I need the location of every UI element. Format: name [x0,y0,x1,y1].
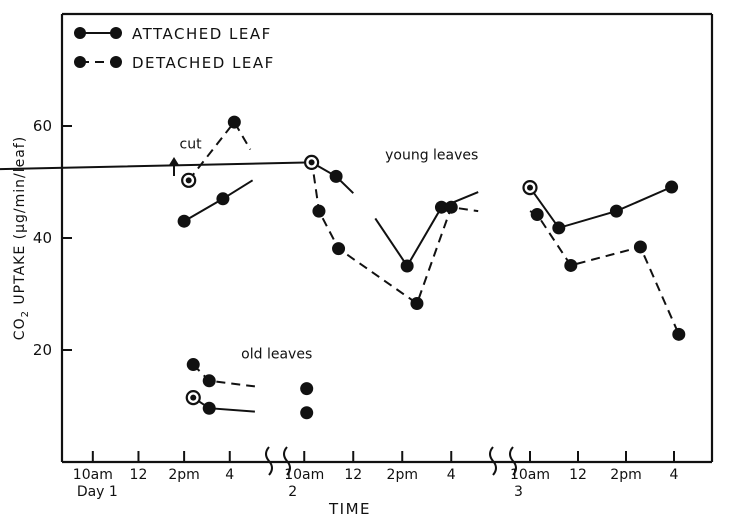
x-tick-label: 10am [510,467,550,483]
legend-marker-attached-left [74,27,86,39]
data-point [177,214,191,228]
x-tick-label: 12 [344,467,362,483]
x-tick-label: 4 [225,467,234,483]
legend-marker-detached-left [74,56,86,68]
legend-entry-detached: DETACHED LEAF [74,54,275,72]
data-point-open-center [190,394,197,401]
y-tick-label: 40 [33,229,52,247]
data-point [665,180,679,194]
y-tick-label: 20 [33,341,52,359]
markers [177,115,686,420]
young-leaves-attached-line [0,161,354,194]
x-tick-label: 12 [130,467,148,483]
legend-marker-attached-right [110,27,122,39]
data-point [564,258,578,272]
data-point [434,200,448,214]
annotations: cut young leaves old leaves [180,136,479,362]
x-tick-label: 4 [670,467,679,483]
data-point [332,242,346,256]
young-leaves-detached-line [310,159,479,306]
axis-break-1 [265,446,291,476]
y-axis-label-main: CO [12,317,28,340]
x-tick-label: 2pm [387,467,418,483]
old-leaves-attached-line [192,396,255,413]
x-tick-label: 12 [569,467,587,483]
cut-arrow-icon [169,157,179,176]
data-point [552,221,566,235]
data-point [329,169,343,183]
x-tick-label: 10am [284,467,324,483]
y-axis-label: CO2 UPTAKE (µg/min/leaf) [12,136,31,340]
legend-label-attached: ATTACHED LEAF [132,25,272,43]
old-leaves-detached-line [192,363,256,388]
data-point [633,240,647,254]
x-tick-label: 2pm [168,467,199,483]
young-leaves-attached-line [374,191,479,268]
data-point-open-center [527,184,533,191]
data-point [672,327,686,341]
axis-break-mark-4 [509,446,517,476]
data-point-open-center [185,177,192,184]
y-axis-label-rest: UPTAKE (µg/min/leaf) [12,136,28,310]
young-leaves-attached-line [529,186,673,230]
data-point [216,192,230,206]
data-point-open-center [308,159,315,166]
cut-arrow-head [169,157,179,165]
axis-break-mark-1 [265,446,273,476]
data-point [400,259,414,273]
data-point [530,207,544,221]
axis-break-mark-3 [489,446,497,476]
x-tick-sublabel: Day 1 [77,484,118,500]
y-axis-label-sub: 2 [20,310,31,317]
x-tick-label: 4 [447,467,456,483]
data-point [202,374,216,388]
data-point [300,382,314,396]
annotation-cut: cut [180,136,203,152]
data-point [410,297,424,311]
x-axis-label: TIME [328,500,371,518]
data-point [312,204,326,218]
axes [60,12,714,464]
young-leaves-detached-line [187,120,252,181]
data-point [186,358,200,372]
y-ticks: 20 40 60 [33,117,72,359]
young-leaves-detached-line [529,210,680,335]
data-point [300,406,314,420]
annotation-old-leaves: old leaves [241,346,312,362]
legend-entry-attached: ATTACHED LEAF [74,25,272,43]
x-tick-label: 2pm [610,467,641,483]
legend-label-detached: DETACHED LEAF [132,54,275,72]
x-tick-label: 10am [73,467,113,483]
data-point [202,401,216,415]
legend-marker-detached-right [110,56,122,68]
axis-break-2 [489,446,517,476]
data-point [444,200,458,214]
annotation-young-leaves: young leaves [385,148,478,164]
data-point [609,204,623,218]
axis-break-mark-2 [283,446,291,476]
y-tick-label: 60 [33,117,52,135]
x-tick-sublabel: 3 [514,484,523,500]
x-tick-sublabel: 2 [288,484,297,500]
legend: ATTACHED LEAF DETACHED LEAF [74,25,275,72]
data-point [227,115,241,129]
